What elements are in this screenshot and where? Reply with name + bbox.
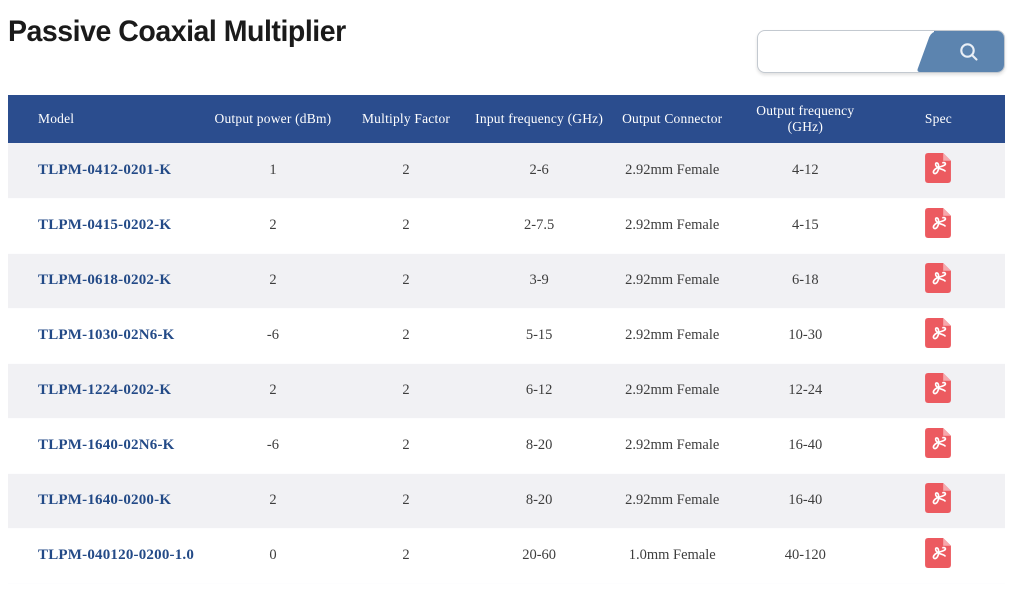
pdf-spec-link[interactable]	[925, 263, 952, 293]
pdf-icon	[925, 152, 952, 183]
cell-multiply-factor: 2	[402, 437, 410, 453]
model-link[interactable]: TLPM-0412-0201-K	[38, 161, 172, 178]
pdf-icon	[925, 428, 952, 458]
page-title: Passive Coaxial Multiplier	[8, 15, 346, 48]
table-row: TLPM-040120-0200-1.0 0 2 20-60 1.0mm Fem…	[8, 528, 1005, 583]
table-row: TLPM-1030-02N6-K -6 2 5-15 2.92mm Female…	[8, 308, 1005, 363]
table-row: TLPM-1224-0202-K 2 2 6-12 2.92mm Female …	[8, 363, 1005, 418]
column-header: Output Connector	[605, 95, 739, 143]
model-link[interactable]: TLPM-1640-0200-K	[38, 492, 172, 508]
pdf-spec-link[interactable]	[925, 373, 952, 403]
cell-input-frequency: 6-12	[525, 382, 553, 398]
pdf-spec-link[interactable]	[925, 483, 952, 513]
model-link[interactable]: TLPM-0415-0202-K	[38, 217, 172, 233]
cell-output-connector: 2.92mm Female	[625, 492, 720, 508]
pdf-spec-link[interactable]	[925, 428, 952, 458]
cell-output-power: 2	[269, 382, 277, 398]
table-row: TLPM-0415-0202-K 2 2 2-7.5 2.92mm Female…	[8, 198, 1005, 253]
pdf-icon	[925, 263, 952, 293]
cell-multiply-factor: 2	[402, 161, 410, 178]
pdf-spec-link[interactable]	[925, 538, 952, 568]
cell-output-connector: 2.92mm Female	[625, 437, 720, 453]
table-row: TLPM-1640-02N6-K -6 2 8-20 2.92mm Female…	[8, 418, 1005, 473]
cell-multiply-factor: 2	[402, 327, 410, 343]
cell-input-frequency: 8-20	[525, 437, 553, 453]
table-header-row: Model Output power (dBm) Multiply Factor In…	[8, 95, 1005, 143]
cell-output-power: -6	[266, 327, 279, 343]
pdf-spec-link[interactable]	[925, 318, 952, 348]
cell-output-connector: 2.92mm Female	[625, 161, 720, 178]
cell-output-power: 2	[269, 492, 277, 508]
cell-output-power: 0	[269, 547, 277, 563]
product-table: Model Output power (dBm) Multiply Factor In…	[8, 95, 1005, 584]
cell-output-frequency: 12-24	[788, 382, 823, 398]
table-body: TLPM-0412-0201-K 1 2 2-6 2.92mm Female 4…	[8, 143, 1005, 583]
cell-input-frequency: 20-60	[522, 547, 557, 563]
cell-input-frequency: 2-7.5	[524, 217, 555, 233]
cell-output-connector: 2.92mm Female	[625, 217, 720, 233]
cell-output-frequency: 4-15	[792, 217, 819, 233]
column-header: Model	[8, 95, 207, 143]
cell-output-frequency: 4-12	[792, 161, 819, 178]
cell-input-frequency: 3-9	[529, 272, 549, 288]
pdf-icon	[925, 373, 952, 403]
cell-output-power: 2	[269, 217, 277, 233]
model-link[interactable]: TLPM-1640-02N6-K	[38, 437, 175, 453]
pdf-spec-link[interactable]	[925, 152, 952, 183]
cell-output-connector: 2.92mm Female	[625, 382, 720, 398]
model-link[interactable]: TLPM-1030-02N6-K	[38, 327, 175, 343]
search-button[interactable]	[916, 31, 1004, 72]
pdf-icon	[925, 318, 952, 348]
cell-output-power: -6	[266, 437, 279, 453]
cell-output-power: 1	[269, 161, 277, 178]
column-header: Input frequency (GHz)	[472, 95, 606, 143]
pdf-icon	[925, 538, 952, 568]
table-row: TLPM-0412-0201-K 1 2 2-6 2.92mm Female 4…	[8, 143, 1005, 198]
cell-output-frequency: 40-120	[784, 547, 826, 563]
column-header: Output frequency (GHz)	[738, 95, 872, 143]
pdf-spec-link[interactable]	[925, 208, 952, 238]
model-link[interactable]: TLPM-040120-0200-1.0	[38, 547, 195, 563]
model-link[interactable]: TLPM-0618-0202-K	[38, 272, 172, 288]
cell-multiply-factor: 2	[402, 492, 410, 508]
column-header: Multiply Factor	[339, 95, 473, 143]
table-row: TLPM-1640-0200-K 2 2 8-20 2.92mm Female …	[8, 473, 1005, 528]
cell-multiply-factor: 2	[402, 382, 410, 398]
cell-output-frequency: 10-30	[788, 327, 823, 343]
cell-output-power: 2	[269, 272, 277, 288]
search-bar	[757, 30, 1005, 73]
cell-input-frequency: 8-20	[525, 492, 553, 508]
table-row: TLPM-0618-0202-K 2 2 3-9 2.92mm Female 6…	[8, 253, 1005, 308]
cell-input-frequency: 2-6	[529, 161, 549, 178]
column-header: Spec	[871, 95, 1005, 143]
cell-output-connector: 2.92mm Female	[625, 327, 720, 343]
cell-output-frequency: 16-40	[788, 437, 823, 453]
model-link[interactable]: TLPM-1224-0202-K	[38, 382, 172, 398]
cell-multiply-factor: 2	[402, 272, 410, 288]
cell-output-connector: 1.0mm Female	[628, 547, 716, 563]
search-icon	[960, 42, 978, 61]
pdf-icon	[925, 483, 952, 513]
cell-output-frequency: 6-18	[792, 272, 819, 288]
column-header: Output power (dBm)	[206, 95, 340, 143]
cell-output-connector: 2.92mm Female	[625, 272, 720, 288]
cell-output-frequency: 16-40	[788, 492, 823, 508]
cell-multiply-factor: 2	[402, 547, 410, 563]
cell-multiply-factor: 2	[402, 217, 410, 233]
cell-input-frequency: 5-15	[525, 327, 553, 343]
page: Passive Coaxial Multiplier Model Output p…	[0, 14, 1023, 584]
pdf-icon	[925, 208, 952, 238]
